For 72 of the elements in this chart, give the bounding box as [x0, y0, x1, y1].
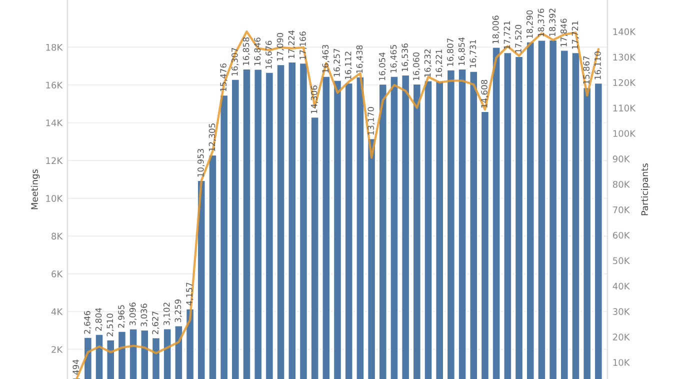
data-label: 17,520 [515, 24, 522, 53]
data-label: 16,307 [232, 48, 239, 76]
y2-tick-label: 10K [613, 359, 630, 366]
data-label: 16,807 [447, 38, 454, 66]
data-label: 18,006 [492, 16, 500, 44]
data-label: 17,166 [300, 32, 307, 60]
y2-tick-label: 120K [613, 79, 636, 86]
data-label: 3,259 [174, 300, 182, 322]
y-tick-label: 4K [51, 308, 63, 316]
data-label: 16,110 [594, 52, 602, 80]
y2-tick-label: 80K [612, 180, 630, 188]
data-label: 16,054 [378, 52, 386, 80]
y2-tick-label: 100K [613, 130, 636, 137]
data-label: 18,376 [538, 8, 545, 36]
data-label: 2,627 [152, 312, 160, 334]
data-label: 2,646 [84, 311, 92, 334]
y2-tick-label: 40K [612, 282, 630, 290]
data-label: 18,392 [549, 8, 556, 36]
data-label: 2,965 [118, 305, 126, 328]
data-label: 3,102 [163, 302, 171, 326]
data-label: 16,257 [334, 48, 341, 76]
data-label: 16,465 [390, 44, 398, 73]
y-tick-label: 6K [52, 270, 63, 278]
data-label: 494 [72, 360, 79, 375]
data-label: 16,731 [470, 40, 477, 68]
data-label: 2,510 [106, 314, 114, 336]
y2-tick-label: 20K [613, 334, 630, 340]
data-label: 16,060 [413, 52, 420, 80]
y-axis-title: Meetings [30, 169, 40, 210]
y2-tick-label: 110K [613, 104, 636, 112]
y-tick-label: 16K [46, 82, 63, 89]
y2-tick-label: 30K [613, 308, 630, 316]
data-label: 16,536 [402, 43, 409, 72]
data-label: 12,305 [208, 124, 216, 152]
data-label: 18,290 [526, 10, 534, 38]
data-label: 16,846 [254, 38, 262, 66]
y-tick-label: 14K [46, 120, 63, 126]
y2-tick-label: 130K [613, 54, 636, 61]
data-label: 16,858 [242, 37, 250, 66]
data-label: 16,463 [322, 44, 330, 73]
data-label: 17,721 [572, 21, 580, 49]
y2-tick-label: 70K [613, 206, 630, 214]
y2-tick-label: 50K [613, 257, 630, 264]
y-tick-label: 8K [52, 232, 63, 240]
data-label: 15,476 [220, 63, 228, 92]
y-tick-label: 10K [46, 195, 63, 202]
data-label: 17,090 [276, 33, 284, 61]
data-label: 3,096 [129, 302, 137, 326]
data-label: 3,036 [140, 304, 148, 326]
data-label: 15,867 [583, 56, 590, 84]
data-label: 16,221 [436, 50, 443, 78]
y2-tick-label: 90K [612, 156, 630, 162]
data-label: 10,953 [197, 149, 205, 177]
data-label: 17,846 [560, 18, 568, 46]
data-label: 13,170 [368, 107, 375, 135]
y2-tick-label: 60K [612, 232, 630, 239]
data-label: 4,157 [186, 282, 194, 306]
data-label: 16,232 [424, 49, 432, 77]
y2-axis-title: Participants [641, 163, 650, 216]
data-label: 14,608 [481, 80, 488, 108]
data-label: 17,224 [288, 30, 296, 58]
data-label: 2,804 [95, 308, 103, 331]
y2-tick-label: 140K [613, 28, 636, 36]
data-label: 16,112 [344, 52, 352, 80]
data-label: 16,854 [458, 37, 466, 66]
data-label: 14,306 [310, 86, 318, 114]
y-tick-label: 2K [52, 346, 63, 353]
data-label: 16,438 [356, 45, 364, 74]
y-tick-label: 12K [46, 157, 63, 164]
data-label: 17,721 [504, 21, 511, 49]
data-label: 16,676 [266, 40, 273, 69]
y-tick-label: 18K [46, 44, 63, 51]
